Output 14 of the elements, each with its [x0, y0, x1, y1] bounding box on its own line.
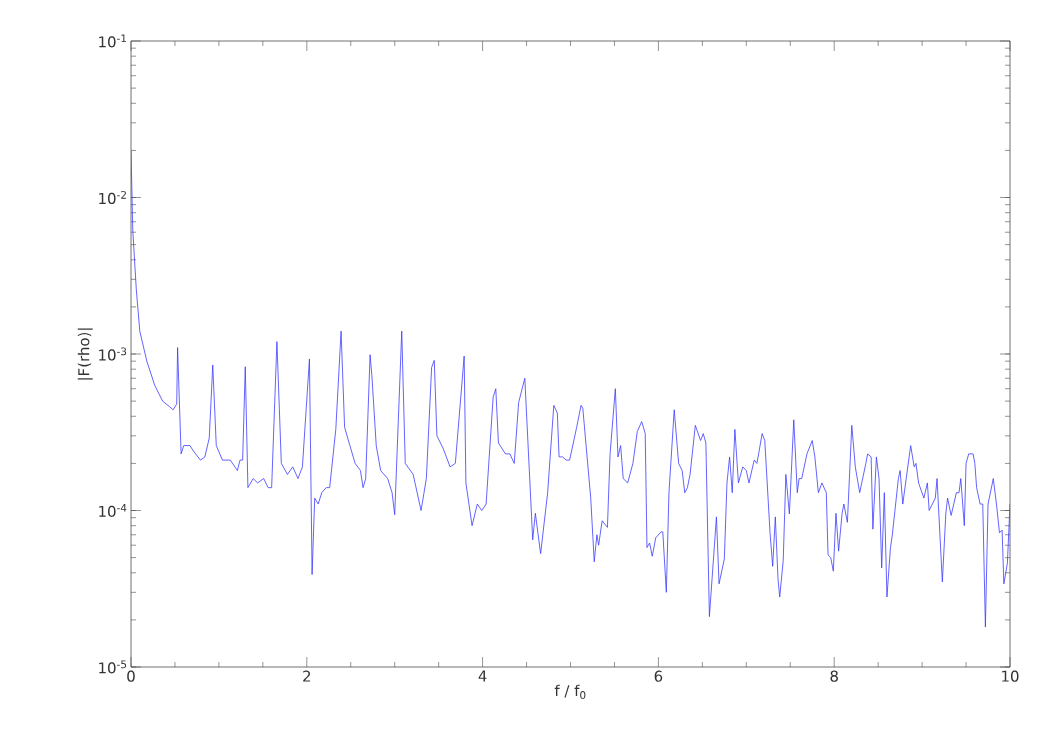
x-tick-label: 2 [303, 670, 311, 682]
y-tick-label: 10$^{-4}$ [99, 503, 127, 518]
y-tick-label: 10$^{-1}$ [99, 34, 127, 48]
x-tick-label: 10 [1002, 670, 1019, 682]
y-tick-label: 10$^{-5}$ [99, 660, 127, 674]
line-series [131, 150, 1011, 628]
y-tick-label: 10$^{-3}$ [99, 347, 127, 361]
x-axis-title: f / f$_{0}$ [554, 684, 586, 699]
y-axis-title: |F(rho)| [77, 328, 93, 380]
x-tick-label: 6 [654, 670, 663, 682]
x-tick-label: 0 [127, 670, 135, 682]
y-tick-label: 10$^{-2}$ [99, 190, 126, 205]
x-tick-label: 8 [830, 670, 838, 682]
x-tick-label: 4 [478, 670, 487, 682]
